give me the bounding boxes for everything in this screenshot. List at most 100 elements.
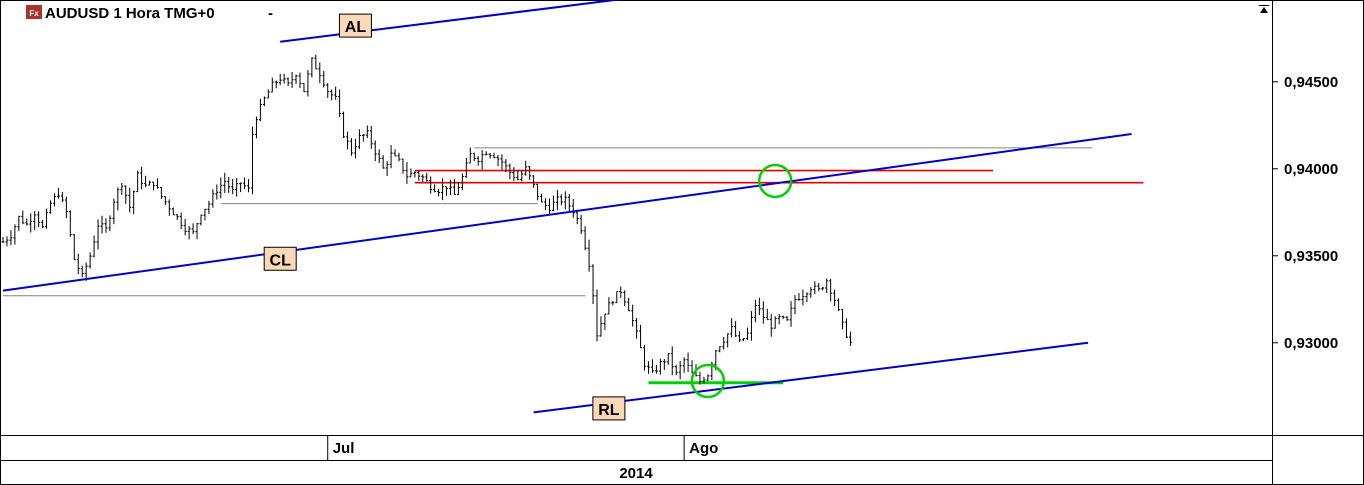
price-bar	[643, 344, 647, 371]
chart-header[interactable]: Fx AUDUSD 1 Hora TMG+0 -	[26, 5, 273, 22]
price-bar	[262, 96, 266, 107]
price-bar	[559, 194, 563, 206]
price-bar	[540, 193, 544, 203]
price-bar	[536, 183, 540, 201]
price-bar	[726, 333, 730, 348]
price-bar	[702, 376, 706, 384]
price-bar	[361, 133, 365, 142]
line-note-rl[interactable]: RL	[592, 396, 626, 421]
scale-arrow-icon[interactable]	[1259, 5, 1269, 14]
price-bar	[817, 282, 821, 292]
price-bar	[219, 177, 223, 199]
price-bar	[179, 212, 183, 230]
price-bar	[706, 374, 710, 382]
trend-line-rl[interactable]	[533, 341, 1089, 414]
price-bar	[409, 168, 413, 178]
price-bar	[437, 188, 441, 197]
price-bar	[80, 265, 84, 278]
price-bar	[298, 72, 302, 88]
price-bar	[13, 224, 17, 245]
price-bar	[112, 198, 116, 225]
price-bar	[476, 156, 480, 166]
price-bar	[227, 176, 231, 193]
price-bar	[88, 252, 92, 269]
price-bar	[175, 214, 179, 221]
price-bar	[120, 183, 124, 195]
price-bar	[631, 304, 635, 327]
price-bar	[837, 298, 841, 311]
price-bar	[508, 163, 512, 180]
price-bar	[37, 211, 41, 228]
trend-line-cl[interactable]	[2, 132, 1132, 292]
year-label: 2014	[619, 465, 653, 482]
price-bars	[1, 54, 852, 385]
price-bar	[801, 289, 805, 306]
price-bar	[544, 198, 548, 211]
svg-text:CL: CL	[270, 252, 292, 269]
price-bar	[734, 320, 738, 338]
price-bar	[797, 293, 801, 301]
time-axis: Jul Ago 2014	[327, 435, 718, 482]
price-bar	[587, 239, 591, 272]
price-bar	[603, 313, 607, 330]
price-bar	[829, 278, 833, 302]
price-bar	[60, 191, 64, 203]
highlight-circle[interactable]	[690, 363, 726, 399]
price-bar	[116, 187, 120, 211]
price-bar	[397, 152, 401, 162]
price-bar	[223, 172, 227, 194]
price-bar	[148, 180, 152, 186]
price-bar	[571, 198, 575, 218]
price-bar	[682, 357, 686, 373]
price-bar	[809, 287, 813, 298]
price-bar	[357, 129, 361, 150]
price-bar	[722, 336, 726, 350]
price-bar	[144, 175, 148, 188]
trend-lines	[2, 0, 1132, 414]
price-bar	[17, 215, 21, 232]
price-bar	[516, 169, 520, 181]
price-bar	[100, 215, 104, 234]
price-bar	[56, 188, 60, 199]
price-bar	[472, 152, 476, 162]
price-bar	[417, 170, 421, 181]
line-note-al[interactable]: AL	[338, 13, 372, 38]
price-bar	[45, 208, 49, 229]
price-bar	[231, 178, 235, 195]
price-bar	[520, 170, 524, 182]
price-bar	[813, 281, 817, 295]
chart-title: AUDUSD 1 Hora TMG+0	[45, 5, 215, 22]
price-bar	[429, 176, 433, 194]
price-bar	[547, 198, 551, 215]
price-bar	[64, 196, 68, 219]
price-bar	[243, 177, 247, 190]
title-dropdown-icon[interactable]: -	[268, 5, 273, 22]
price-bar	[551, 195, 555, 212]
price-bar	[254, 116, 258, 139]
price-bar	[825, 278, 829, 294]
price-bar	[745, 327, 749, 341]
trend-line-al[interactable]	[280, 0, 656, 43]
price-bar	[615, 290, 619, 304]
price-bar	[318, 62, 322, 84]
price-bar	[266, 89, 270, 99]
price-bar	[524, 160, 528, 176]
price-bar	[433, 184, 437, 193]
price-bar	[29, 213, 33, 233]
line-note-cl[interactable]: CL	[263, 246, 297, 271]
price-bar	[314, 54, 318, 70]
price-bar	[805, 292, 809, 303]
price-bar	[49, 200, 53, 214]
price-bar	[136, 170, 140, 193]
price-bar	[718, 346, 722, 353]
price-bar	[563, 191, 567, 210]
price-bar	[5, 236, 9, 247]
price-bar	[619, 286, 623, 298]
price-bar	[452, 179, 456, 195]
price-bar	[504, 158, 508, 173]
price-bar	[207, 200, 211, 214]
highlight-circle[interactable]	[757, 163, 793, 199]
price-bar	[385, 161, 389, 177]
price-bar	[528, 165, 532, 180]
